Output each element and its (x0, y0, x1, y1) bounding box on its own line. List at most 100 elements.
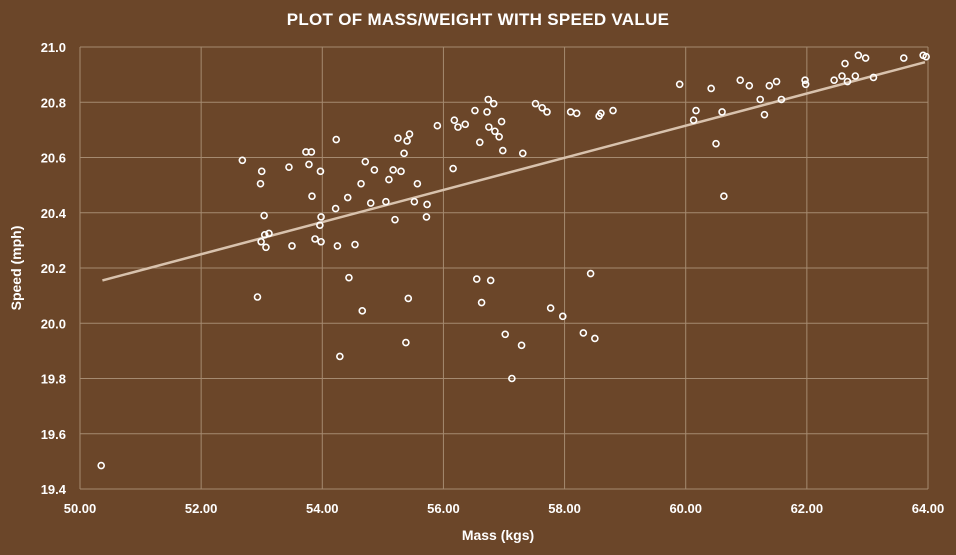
data-point (394, 134, 402, 142)
data-point (861, 54, 870, 62)
data-point (830, 76, 838, 84)
data-point (403, 137, 411, 145)
data-point (316, 167, 325, 176)
data-point (558, 312, 567, 321)
y-tick-label: 20.2 (41, 261, 66, 276)
data-point (357, 179, 365, 188)
data-point (454, 123, 462, 131)
data-point (256, 179, 265, 188)
data-point (922, 52, 930, 61)
data-point (707, 84, 715, 93)
data-point (332, 135, 341, 144)
data-point (718, 108, 726, 116)
data-point (843, 77, 852, 86)
data-point (305, 160, 313, 169)
data-point (489, 99, 498, 108)
data-point (358, 307, 367, 315)
data-point (345, 273, 353, 282)
y-tick-label: 20.6 (41, 151, 66, 166)
data-point (331, 204, 340, 213)
data-point (382, 197, 390, 206)
gridlines (79, 46, 929, 490)
data-point (311, 235, 319, 243)
data-point (597, 109, 605, 118)
data-point (257, 167, 266, 176)
data-point (869, 73, 878, 82)
data-point (361, 157, 370, 166)
data-point (410, 197, 419, 206)
x-tick-labels: 50.00 52.00 54.00 56.00 58.00 60.00 62.00 64.00 (64, 501, 945, 516)
x-axis-title: Mass (kgs) (462, 527, 534, 543)
data-point (538, 103, 546, 112)
data-point (307, 148, 316, 156)
data-point (471, 106, 479, 115)
data-point (366, 199, 375, 207)
y-tick-label: 21.0 (41, 40, 66, 55)
x-tick-label: 64.00 (912, 501, 945, 516)
data-point (343, 193, 352, 202)
data-point (777, 95, 786, 104)
data-point (491, 127, 499, 136)
y-tick-label: 20.4 (41, 206, 67, 221)
data-point (546, 304, 555, 312)
x-tick-label: 52.00 (185, 501, 218, 516)
data-point (253, 293, 262, 301)
data-point (402, 338, 410, 347)
data-point (508, 374, 516, 383)
data-point (675, 80, 684, 89)
x-tick-label: 56.00 (427, 501, 460, 516)
data-point (260, 231, 269, 239)
data-point (483, 108, 491, 116)
data-point (336, 352, 344, 361)
y-tick-label: 19.8 (41, 372, 66, 387)
y-tick-label: 20.0 (41, 316, 66, 331)
data-point (423, 200, 431, 209)
x-tick-label: 58.00 (548, 501, 581, 516)
x-tick-label: 50.00 (64, 501, 97, 516)
y-tick-label: 20.8 (41, 95, 66, 110)
data-point (854, 51, 863, 60)
data-points (97, 51, 930, 470)
data-point (450, 116, 459, 125)
data-point (486, 276, 495, 285)
data-point (433, 121, 442, 130)
data-point (317, 237, 325, 246)
data-point (760, 110, 769, 119)
data-point (736, 76, 745, 84)
data-point (720, 192, 728, 200)
data-point (413, 179, 422, 188)
data-point (772, 77, 781, 86)
y-axis-title: Speed (mph) (8, 226, 24, 311)
data-point (609, 106, 617, 115)
data-point (308, 192, 316, 200)
data-point (517, 341, 526, 350)
data-point (422, 213, 431, 221)
data-point (745, 81, 754, 90)
data-point (265, 229, 273, 238)
data-point (238, 156, 247, 165)
data-point (97, 461, 105, 470)
chart-title: PLOT OF MASS/WEIGHT WITH SPEED VALUE (287, 10, 670, 29)
data-point (461, 120, 470, 129)
trendline-layer (102, 60, 926, 282)
x-tick-label: 60.00 (669, 501, 702, 516)
data-point (397, 167, 405, 176)
data-point (801, 80, 810, 89)
data-point (333, 242, 342, 250)
data-point (262, 243, 270, 252)
data-point (285, 163, 293, 171)
data-point (317, 213, 325, 221)
data-point (689, 116, 698, 125)
data-point (497, 117, 506, 126)
data-point (838, 72, 846, 80)
data-point (316, 221, 324, 229)
y-tick-labels: 19.4 19.6 19.8 20.0 20.2 20.4 20.6 20.8 21.0 (41, 40, 67, 497)
data-point (260, 211, 268, 220)
data-point (566, 108, 575, 116)
data-point (351, 240, 359, 249)
data-point (801, 76, 809, 84)
data-point (472, 275, 481, 283)
y-tick-label: 19.6 (41, 427, 66, 442)
